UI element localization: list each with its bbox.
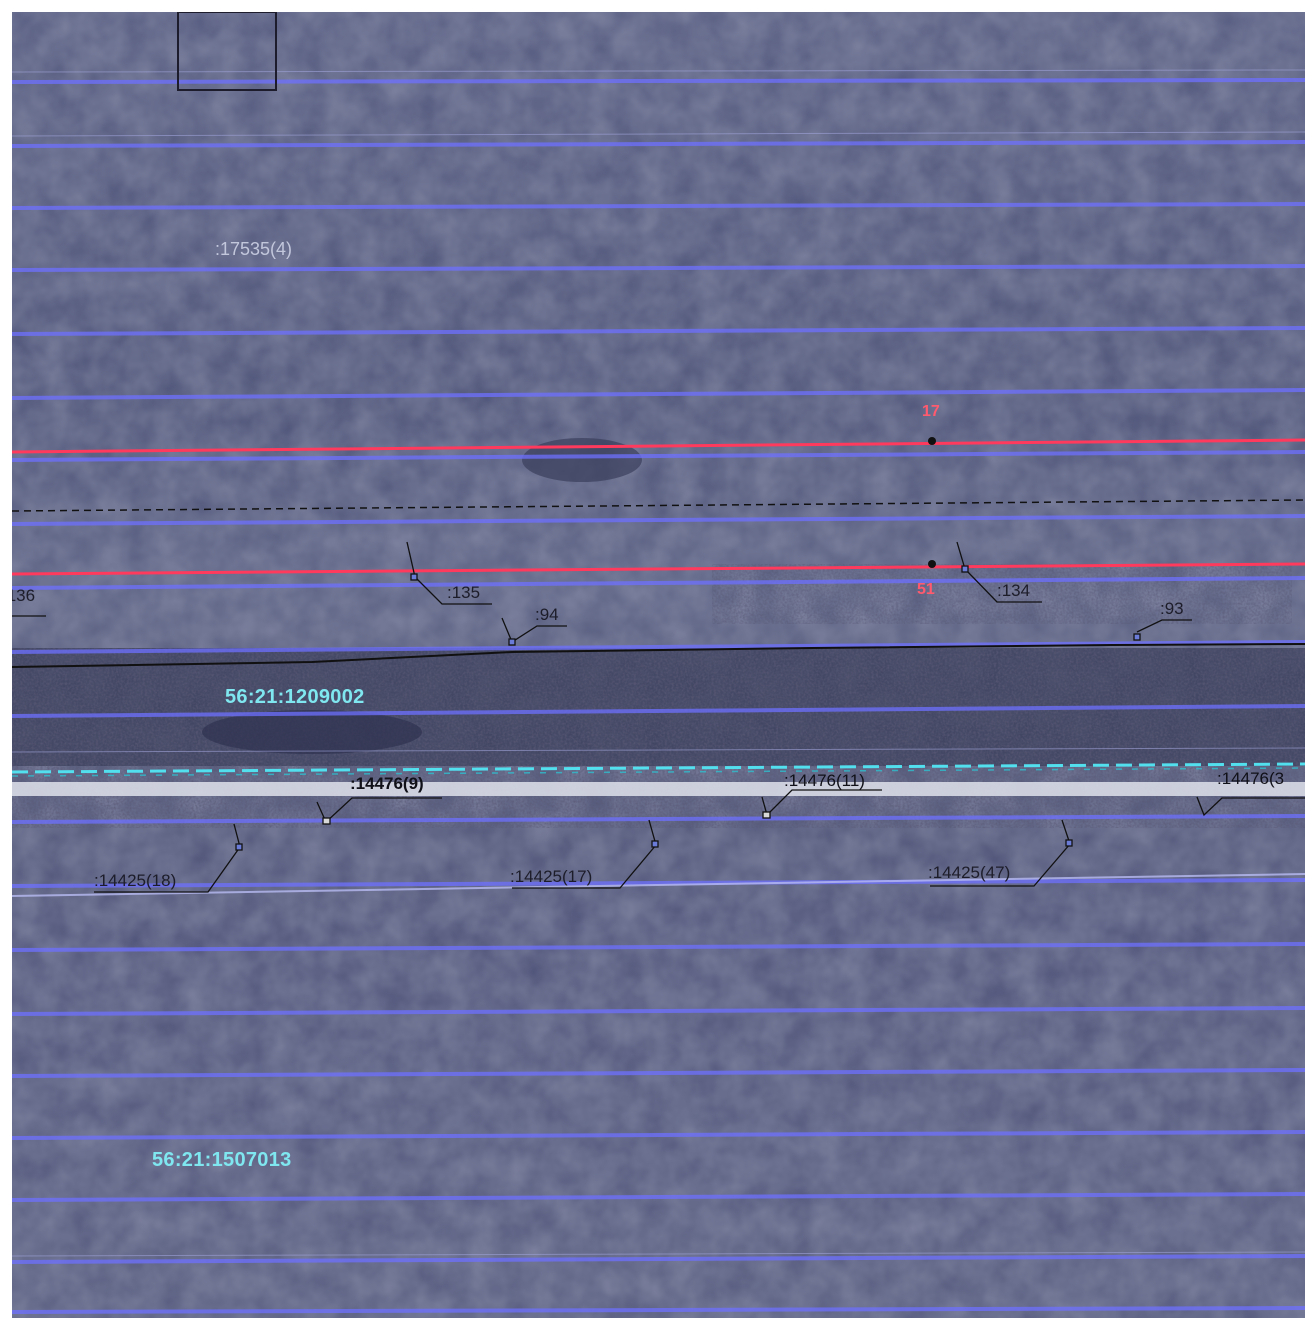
point-label-51: 51 (917, 581, 935, 598)
parcel-boundary (12, 643, 1305, 668)
map-overlay (12, 12, 1305, 1318)
parcel-label-135: :135 (447, 583, 481, 602)
parcel-label-14476-11: :14476(11) (784, 771, 865, 790)
cyan-dashed-boundary (12, 762, 1305, 774)
boundary-point-17 (928, 437, 936, 445)
dark-patch (202, 710, 422, 754)
aerial-imagery: :17535(4) 17 51 :136 :135 :94 :134 :93 5… (12, 12, 1305, 1318)
red-boundary-upper (12, 438, 1305, 454)
thin-grid-lines (12, 69, 1305, 1257)
parcel-label-17535-4: :17535(4) (215, 239, 293, 259)
dark-patch (522, 438, 642, 482)
building-outline (177, 12, 277, 91)
lower-track (12, 873, 1305, 897)
parcel-label-14476-3: :14476(3 (1217, 769, 1285, 788)
parcel-label-14425-47: :14425(47) (928, 863, 1011, 882)
parcel-label-134: :134 (997, 581, 1031, 600)
dirt-road (12, 782, 1305, 796)
red-boundary-lower (12, 562, 1305, 576)
parcel-label-136: :136 (12, 586, 36, 605)
scan-lines (12, 78, 1305, 1314)
parcel-label-94: :94 (535, 605, 559, 624)
parcel-label-14425-17: :14425(17) (510, 867, 593, 886)
parcel-label-14476-9: :14476(9) (350, 774, 424, 793)
point-label-17: 17 (922, 403, 940, 420)
cadastral-block-label-north: 56:21:1209002 (225, 686, 365, 708)
boundary-point-51 (928, 560, 936, 568)
cyan-dashed-boundary-2 (12, 767, 1305, 777)
tree-belt-speckle (12, 648, 1305, 828)
cadastral-block-label-south: 56:21:1507013 (152, 1149, 292, 1171)
parcel-label-14425-18: :14425(18) (94, 871, 177, 890)
leader-lines (12, 541, 1305, 893)
parcel-label-93: :93 (1160, 599, 1184, 618)
shrub-patch (712, 564, 1292, 624)
